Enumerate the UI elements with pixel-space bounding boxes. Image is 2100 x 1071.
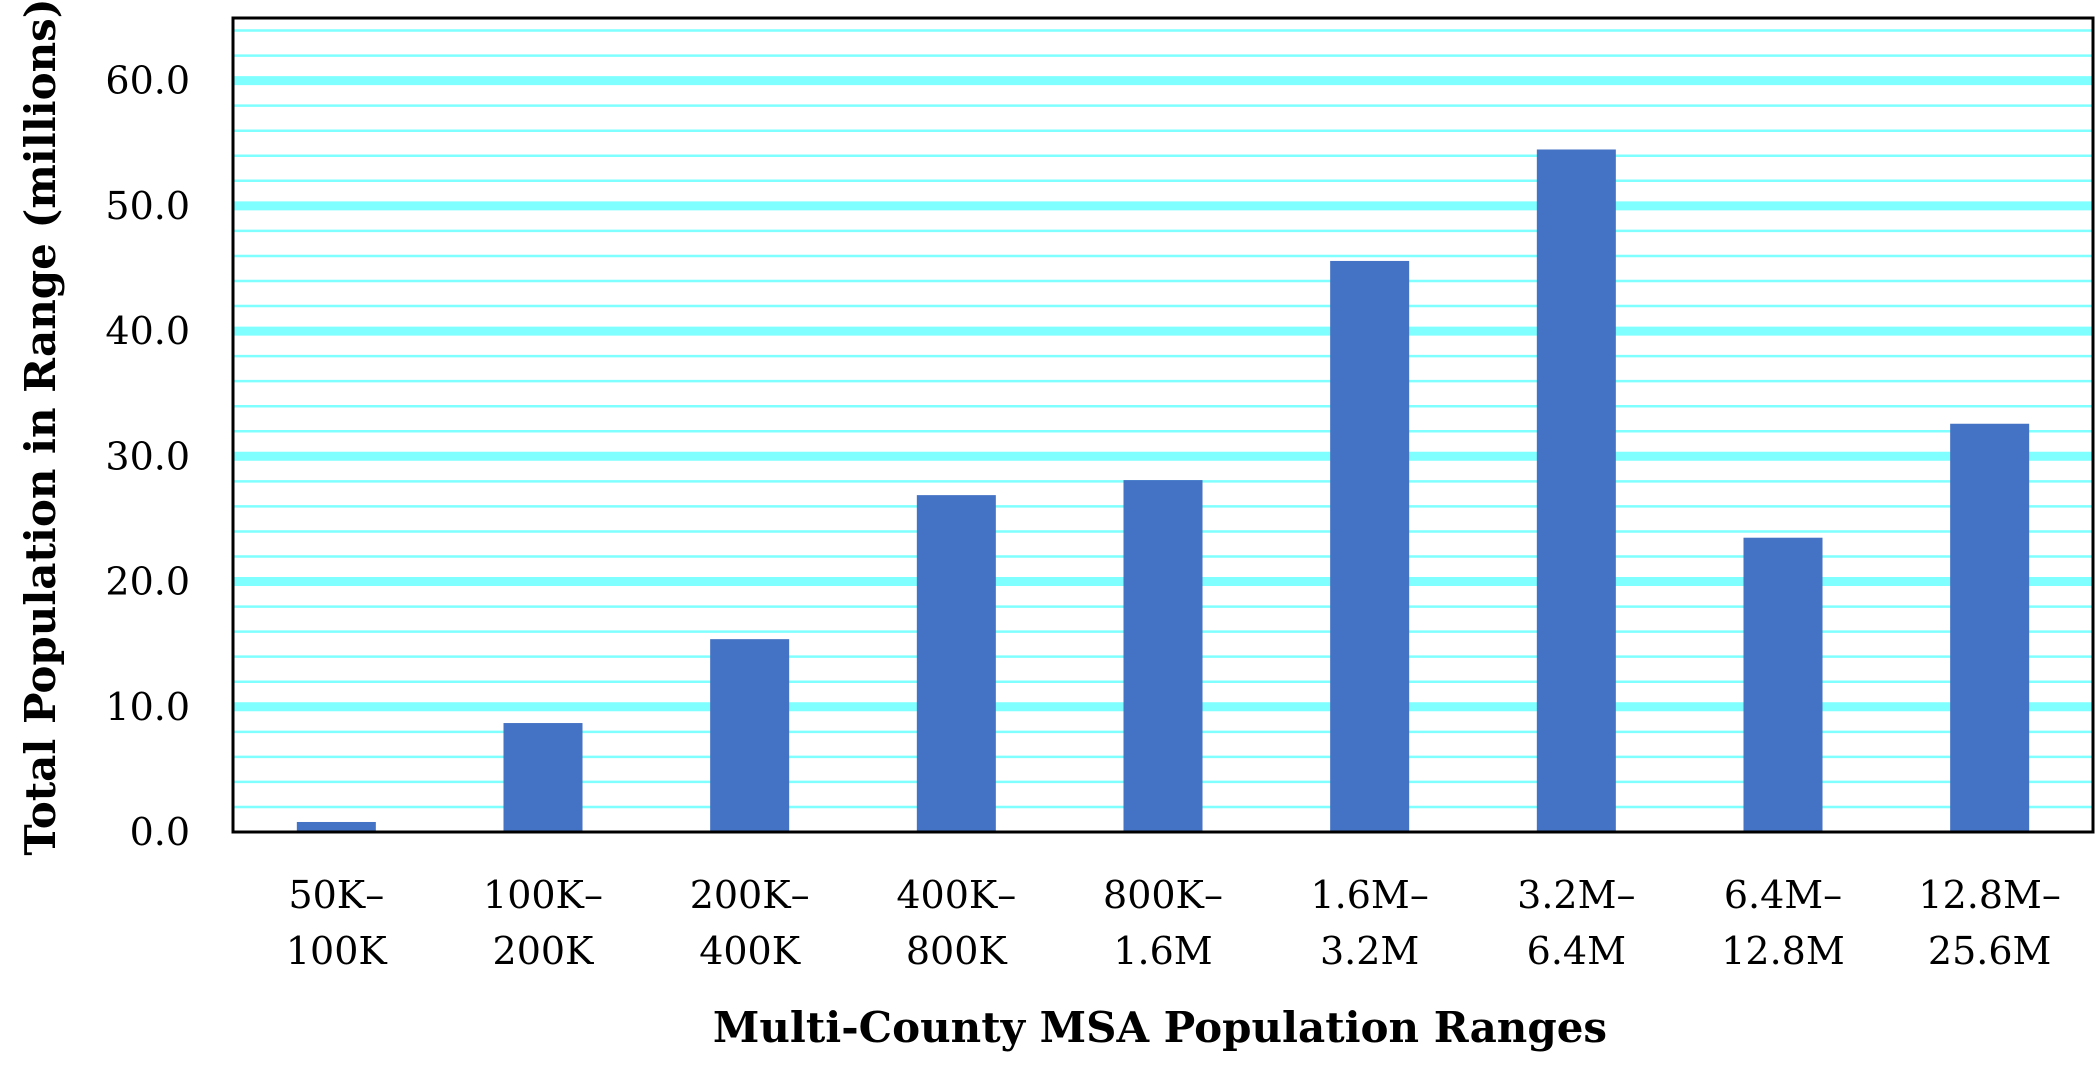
- y-tick-label: 10.0: [105, 685, 190, 729]
- y-tick-label: 60.0: [105, 59, 190, 103]
- y-tick-label: 0.0: [130, 810, 190, 854]
- bar-1: [503, 723, 583, 832]
- y-axis-title: Total Population in Range (millions): [16, 0, 65, 856]
- x-category-label: 800K– 1.6M: [1103, 873, 1223, 973]
- x-category-label: 100K– 200K: [483, 873, 603, 973]
- y-tick-label: 30.0: [105, 434, 190, 478]
- x-category-label: 50K– 100K: [286, 873, 388, 973]
- x-category-label: 200K– 400K: [690, 873, 810, 973]
- x-axis-title: Multi-County MSA Population Ranges: [713, 1003, 1607, 1052]
- bar-2: [710, 639, 790, 832]
- y-tick-label: 20.0: [105, 560, 190, 604]
- bar-8: [1950, 423, 2030, 832]
- bar-7: [1743, 537, 1823, 832]
- x-category-label: 12.8M– 25.6M: [1918, 873, 2061, 973]
- y-axis-ticks: 0.0 10.0 20.0 30.0 40.0 50.0 60.0: [105, 59, 190, 854]
- bar-0: [296, 821, 376, 832]
- bar-6: [1536, 149, 1616, 832]
- bar-4: [1123, 480, 1203, 832]
- bar-3: [916, 495, 996, 832]
- bar-5: [1330, 260, 1410, 832]
- x-category-label: 400K– 800K: [896, 873, 1016, 973]
- x-category-label: 3.2M– 6.4M: [1517, 873, 1635, 973]
- y-tick-label: 50.0: [105, 184, 190, 228]
- x-axis-categories: 50K– 100K 100K– 200K 200K– 400K 400K– 800K 800K–…: [286, 873, 2061, 973]
- y-tick-label: 40.0: [105, 309, 190, 353]
- x-category-label: 6.4M– 12.8M: [1721, 873, 1845, 973]
- x-category-label: 1.6M– 3.2M: [1310, 873, 1428, 973]
- bars: [296, 149, 2030, 832]
